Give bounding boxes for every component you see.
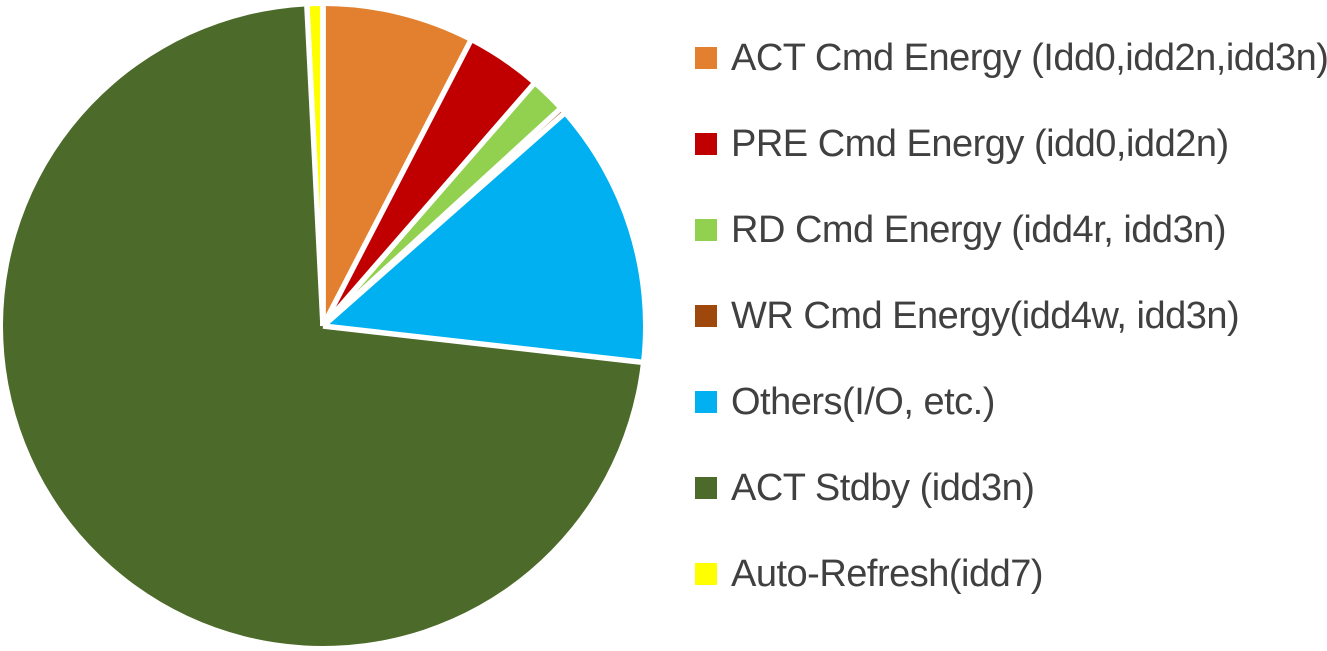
legend-swatch-icon xyxy=(695,133,717,155)
slice-gap xyxy=(322,323,645,366)
slice-gap xyxy=(321,110,568,329)
legend-item-label: ACT Cmd Energy (Idd0,idd2n,idd3n) xyxy=(731,36,1327,79)
legend-swatch-icon xyxy=(695,305,717,327)
pie-slice-act xyxy=(3,6,641,646)
pie-slice-others xyxy=(323,114,644,363)
legend-item-label: ACT Stdby (idd3n) xyxy=(731,466,1035,509)
legend-item: ACT Cmd Energy (Idd0,idd2n,idd3n) xyxy=(683,15,1327,101)
slice-gap xyxy=(320,80,538,328)
legend-swatch-icon xyxy=(695,477,717,499)
legend-item-label: PRE Cmd Energy (idd0,idd2n) xyxy=(731,122,1229,165)
pie-slice-act xyxy=(323,6,471,326)
legend-item: Auto-Refresh(idd7) xyxy=(683,531,1327,617)
slice-gap xyxy=(320,37,474,328)
legend-item: Others(I/O, etc.) xyxy=(683,359,1327,445)
legend-item-label: WR Cmd Energy(idd4w, idd3n) xyxy=(731,294,1240,337)
legend-swatch-icon xyxy=(695,47,717,69)
legend-swatch-icon xyxy=(695,219,717,241)
legend-item-label: RD Cmd Energy (idd4r, idd3n) xyxy=(731,208,1227,251)
legend-item: RD Cmd Energy (idd4r, idd3n) xyxy=(683,187,1327,273)
pie-slice-pre xyxy=(323,41,534,327)
legend-item-label: Auto-Refresh(idd7) xyxy=(731,552,1044,595)
legend-swatch-icon xyxy=(695,563,717,585)
pie-slice-rd xyxy=(323,84,559,326)
pie-plot-area xyxy=(3,3,645,646)
legend-item: ACT Stdby (idd3n) xyxy=(683,445,1327,531)
legend-item-label: Others(I/O, etc.) xyxy=(731,380,995,423)
chart-legend: ACT Cmd Energy (Idd0,idd2n,idd3n) PRE Cm… xyxy=(683,15,1327,617)
legend-item: WR Cmd Energy(idd4w, idd3n) xyxy=(683,273,1327,359)
legend-swatch-icon xyxy=(695,391,717,413)
legend-item: PRE Cmd Energy (idd0,idd2n) xyxy=(683,101,1327,187)
